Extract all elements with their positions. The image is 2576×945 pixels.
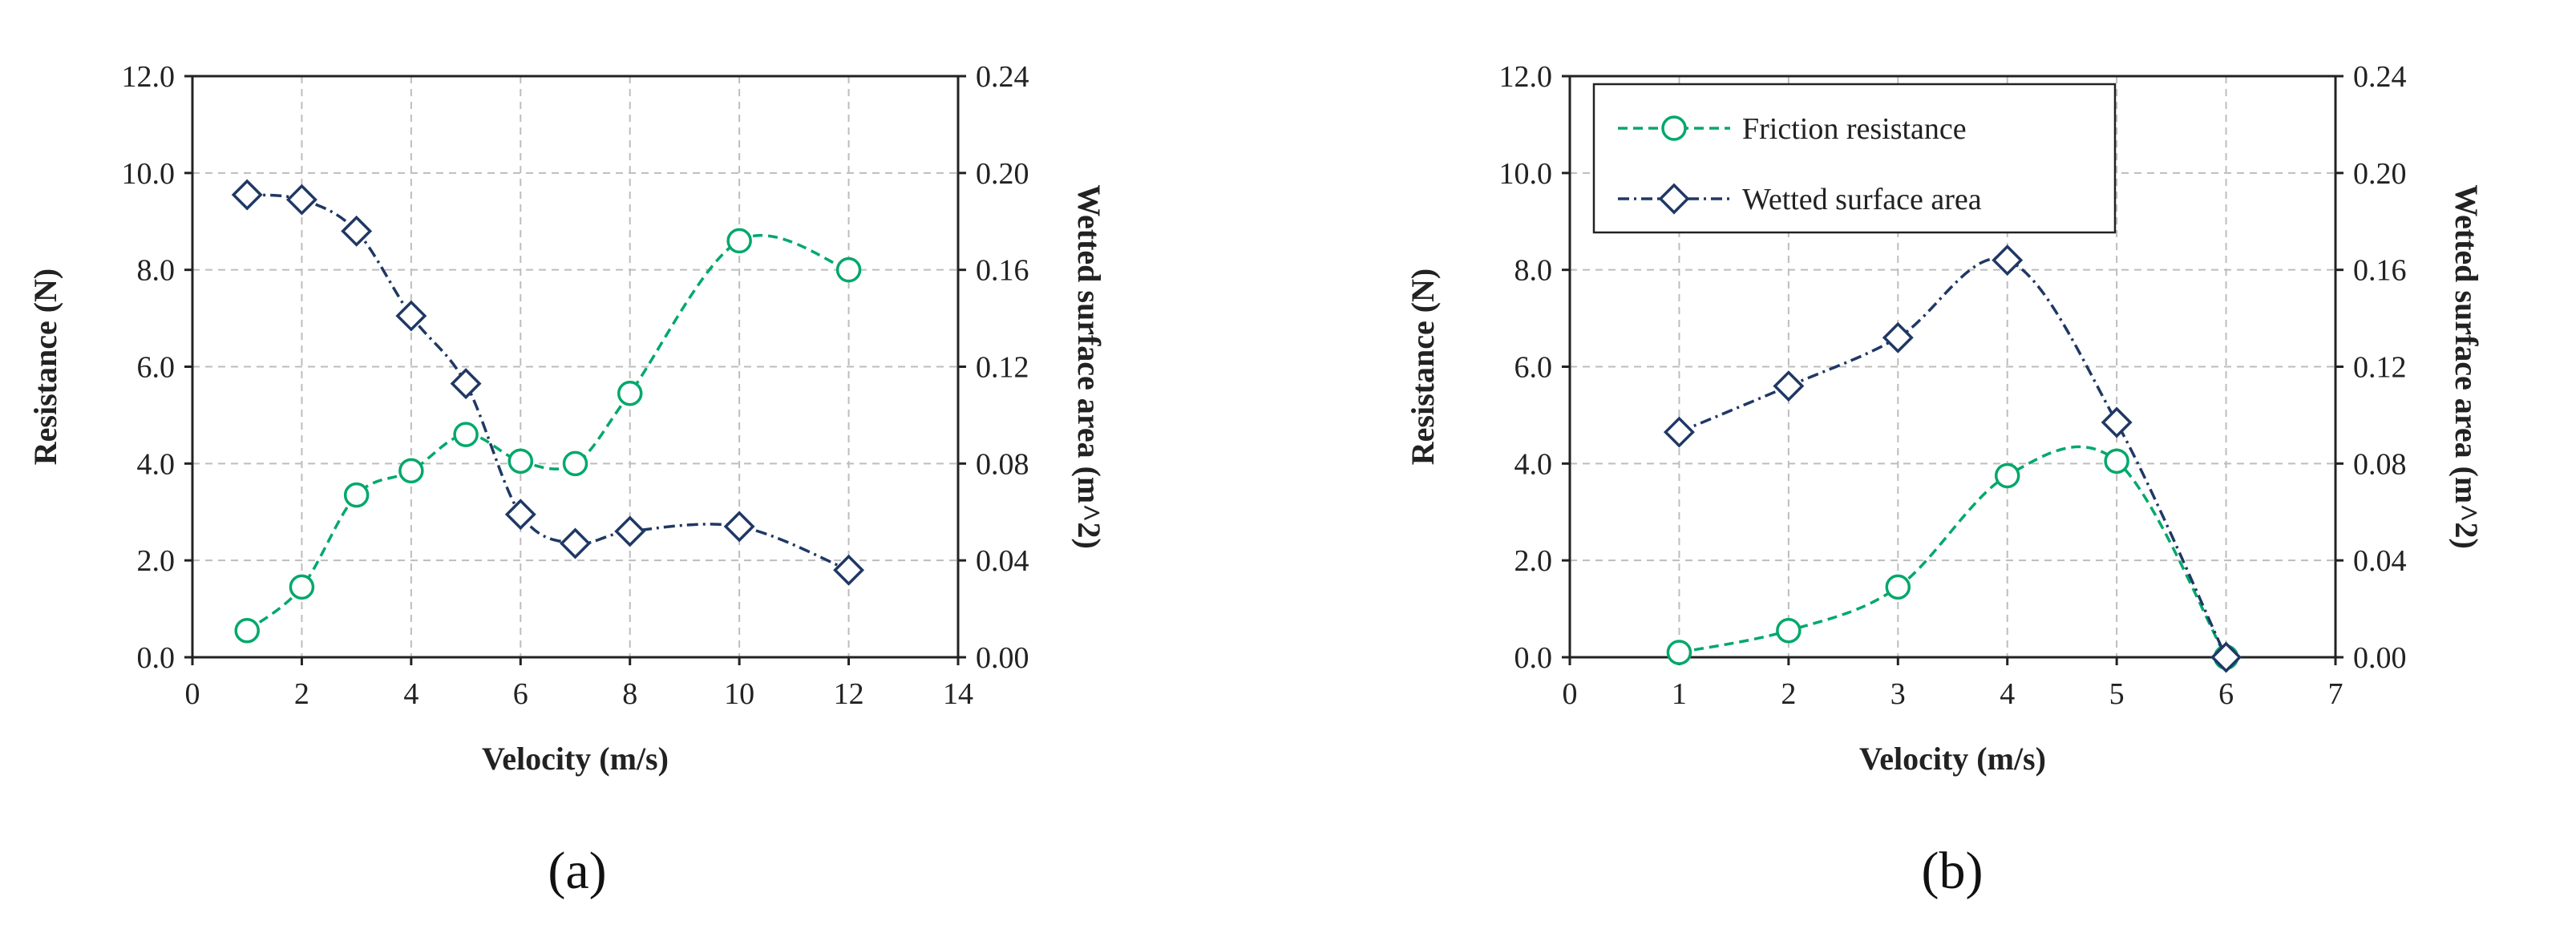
x-tick-label: 1 [1672,677,1687,711]
friction-resistance-line [246,234,850,632]
y-tick-label: 10.0 [122,157,176,191]
y-tick-label: 4.0 [137,447,176,481]
panel-b-chart: 0 1 2 3 4 5 6 7 0.0 2.0 4.0 6.0 8.0 10.0 12.0 0.00 0.04 0… [1405,60,2485,900]
y-tick-label: 2.0 [1514,544,1553,578]
x-tick-label: 6 [513,677,528,711]
y2-axis-title: Wetted surface area (m^2) [1071,184,1107,549]
wetted-surface-area-point [1882,321,1914,353]
x-axis-title: Velocity (m/s) [482,741,669,777]
x-tick-label: 14 [943,677,973,711]
wetted-surface-area-point [2210,641,2242,673]
y2-tick-label: 0.20 [2353,157,2407,191]
wetted-surface-area-point [1773,370,1805,402]
y-tick-label: 12.0 [1499,60,1553,94]
y2-axis-title: Wetted surface area (m^2) [2449,184,2485,549]
y-tick-label: 10.0 [1499,157,1553,191]
legend-entry-label: Friction resistance [1742,112,1967,146]
wetted-surface-area-point [231,179,263,211]
y2-tick-label: 0.04 [976,544,1029,578]
friction-resistance-point [1994,462,2020,489]
friction-resistance-point [2104,448,2129,475]
friction-resistance-point [398,458,424,484]
y2-tick-label: 0.04 [2353,544,2407,578]
y-tick-label: 4.0 [1514,447,1553,481]
y-tick-label: 12.0 [122,60,176,94]
y2-tick-label: 0.12 [976,351,1029,385]
wetted-surface-area-point [450,368,482,400]
friction-resistance-point [1776,618,1802,644]
x-axis-title: Velocity (m/s) [1859,741,2046,777]
wetted-surface-area-point [395,300,427,332]
wetted-surface-area-line [247,193,850,571]
wetted-surface-area-point [560,527,591,559]
y-axis-title: Resistance (N) [27,269,63,466]
wetted-surface-area-point [2101,406,2133,438]
y2-tick-label: 0.08 [2353,447,2407,481]
wetted-surface-area-point [285,184,317,216]
y2-tick-label: 0.24 [976,60,1029,94]
wetted-surface-area-point [833,554,865,586]
y-tick-label: 6.0 [137,351,176,385]
x-tick-label: 6 [2218,677,2234,711]
x-tick-label: 12 [834,677,864,711]
wetted-surface-area-point [1663,416,1695,448]
wetted-surface-area-point [614,515,646,547]
x-tick-label: 2 [1781,677,1796,711]
y2-tick-label: 0.16 [2353,254,2407,288]
friction-resistance-point [1885,574,1911,600]
y-tick-label: 6.0 [1514,351,1553,385]
wetted-surface-area-point [504,499,536,531]
y-tick-label: 8.0 [137,254,176,288]
x-tick-label: 4 [403,677,419,711]
y-tick-label: 8.0 [1514,254,1553,288]
y-tick-label: 0.0 [137,641,176,675]
x-tick-label: 5 [2109,677,2125,711]
friction-resistance-point [508,448,534,475]
legend-entry-label: Wetted surface area [1742,183,1982,216]
friction-resistance-point [234,618,260,644]
x-tick-label: 4 [2000,677,2015,711]
y2-tick-label: 0.24 [2353,60,2407,94]
y2-tick-label: 0.20 [976,157,1029,191]
wetted-surface-area-point [723,511,755,543]
y-tick-label: 2.0 [137,544,176,578]
y2-tick-label: 0.00 [976,641,1029,675]
y2-tick-label: 0.08 [976,447,1029,481]
x-tick-label: 3 [1891,677,1906,711]
wetted-surface-area-line [1678,256,2228,658]
panel-a-chart: 0 2 4 6 8 10 12 14 0.0 2.0 4.0 6.0 8.0 10.0 12.0 0.00 0.… [27,60,1107,900]
x-tick-label: 0 [1563,677,1578,711]
friction-resistance-point [726,228,752,254]
y2-tick-label: 0.00 [2353,641,2407,675]
x-tick-label: 8 [622,677,637,711]
panel-label: (a) [548,842,606,900]
x-tick-label: 10 [724,677,754,711]
friction-resistance-point [1666,640,1692,665]
x-tick-label: 0 [185,677,200,711]
x-tick-label: 2 [294,677,309,711]
friction-resistance-point [343,482,370,508]
y2-tick-label: 0.12 [2353,351,2407,385]
friction-resistance-point [835,256,862,283]
x-tick-label: 7 [2328,677,2343,711]
wetted-surface-area-point [1992,244,2024,277]
wetted-surface-area-point [341,215,373,247]
y-tick-label: 0.0 [1514,641,1553,675]
legend-friction-marker [1661,115,1687,141]
y-axis-title: Resistance (N) [1405,269,1441,466]
legend: Friction resistance Wetted surface area [1592,83,2117,234]
friction-resistance-point [617,380,643,406]
legend-wetted-marker [1658,183,1690,215]
friction-resistance-point [562,450,588,477]
y2-tick-label: 0.16 [976,254,1029,288]
panel-label: (b) [1922,842,1984,900]
friction-resistance-point [289,574,315,600]
legend-box [1592,83,2117,234]
friction-resistance-point [453,422,479,447]
